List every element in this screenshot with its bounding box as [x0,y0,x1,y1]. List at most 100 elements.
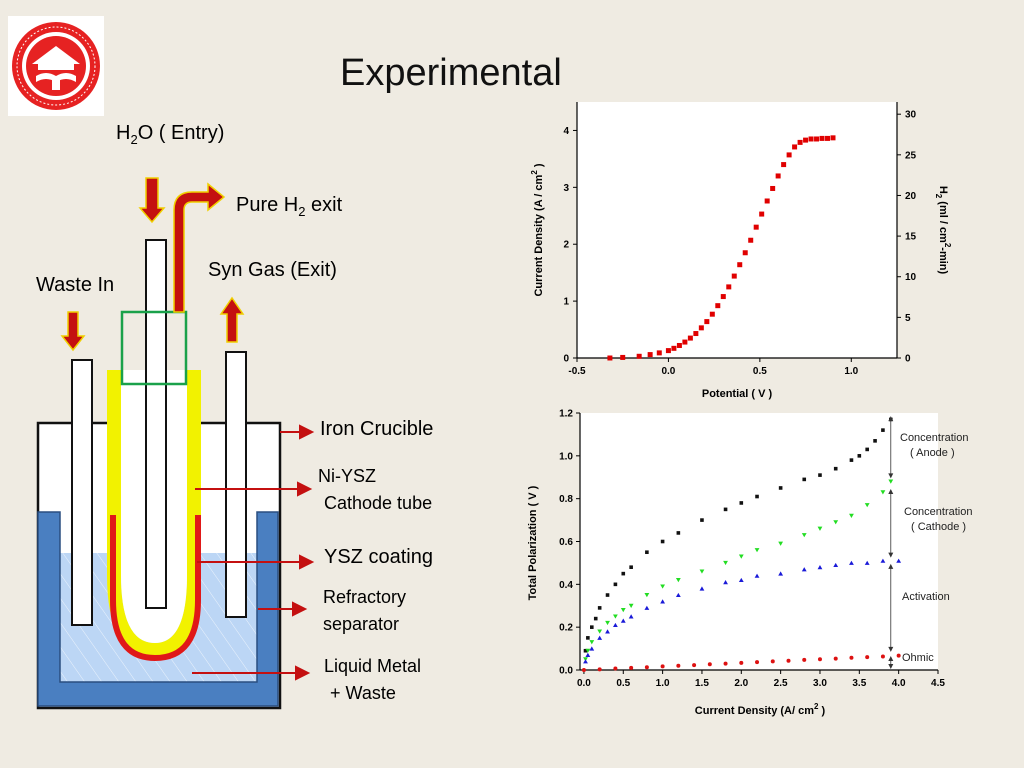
chart2-xtick-label: 0.5 [616,678,630,689]
chart2-point [700,518,704,522]
chart2-point [833,466,838,471]
chart2-point [888,479,894,484]
chart2-xtick-label: 3.0 [813,678,827,689]
chart2-point [778,541,784,546]
chart2-point [817,565,823,570]
label-h2o-entry: H2O ( Entry) [116,122,225,147]
chart2-point [857,454,862,458]
chart1-y2tick-label: 20 [905,191,917,202]
label-iron-crucible: Iron Crucible [320,418,434,440]
chart1-point [731,273,737,279]
chart1-point [671,345,677,351]
label-pure-h2-exit: Pure H2 exit [236,194,343,219]
chart1-point [682,339,688,345]
h2o-entry-arrow [138,177,166,224]
chart-current-vs-potential: -0.5 0.0 0.5 1.0 0 1 2 3 4 0 5 10 15 20 25 30 Potential… [530,102,952,400]
chart2-point [739,501,744,505]
chart2-point [699,569,705,574]
chart2-ytick-label: 0.8 [559,494,573,505]
chart2-xtick-label: 1.0 [656,678,670,689]
refractory-separator [37,511,279,707]
chart2-point [629,565,633,569]
chart2-point [589,640,595,645]
chart2-point [864,560,870,565]
chart2-point [621,571,626,576]
chart1-xtick-label: -0.5 [568,366,586,377]
chart2-point [707,662,712,667]
chart2-point [755,494,759,499]
chart2-xtick-label: 0.0 [577,678,591,689]
label-liquid-line2: + Waste [330,683,396,703]
chart1-ylabel-right: H2 (ml / cm2-min) [934,186,952,275]
chart2-point [849,458,854,462]
h2o-feed-tube [145,239,167,609]
chart1-y2tick-label: 30 [905,110,917,121]
chart1-point [830,135,836,141]
chart2-point [833,562,839,568]
chart2-ytick-label: 1.2 [559,409,573,420]
chart2-point [755,660,760,665]
chart2-point [802,657,807,662]
chart2-point [613,582,618,587]
label-syn-gas: Syn Gas (Exit) [208,259,337,281]
chart1-point [748,237,754,243]
chart2-point [738,577,744,583]
chart1-point [792,144,798,150]
chart2-point [873,439,877,443]
chart2-annotation-arrowhead [888,416,894,422]
chart2-point [644,605,650,610]
chart2-point [738,554,744,559]
chart2-annotation-label: Activation [902,591,950,603]
chart2-ytick-label: 0.0 [559,666,573,677]
chart2-ytick-label: 1.0 [559,451,573,462]
chart2-point [675,592,681,598]
chart2-point [880,558,886,563]
chart1-y2tick-label: 10 [905,272,917,283]
chart2-point [754,573,760,578]
chart2-point [585,648,591,653]
chart2-point [786,658,791,663]
chart2-point [865,655,870,660]
label-ysz-coating: YSZ coating [324,546,433,568]
chart2-point [605,593,610,597]
chart1-point [720,294,726,300]
chart1-point [737,262,743,268]
chart1-ytick-label: 4 [563,126,569,137]
chart2-point [597,635,603,640]
chart2-point [880,654,885,659]
chart2-point [676,663,681,668]
chart2-annotation-arrowhead [888,563,894,569]
chart2-point [778,571,784,576]
label-cathode-line1: Ni-YSZ [318,466,376,486]
chart2-point [849,655,854,660]
chart1-point [647,352,653,358]
chart2-point [597,606,602,610]
chart2-point [801,533,807,538]
chart1-point [797,139,803,145]
university-seal-icon [12,22,100,110]
label-cathode-line2: Cathode tube [324,493,433,513]
chart1-point [825,135,831,141]
chart2-xtick-label: 2.5 [774,678,788,689]
chart2-point [590,625,594,629]
chart1-point [656,350,662,356]
apparatus-diagram [36,177,315,710]
label-refractory-line1: Refractory [323,587,407,607]
chart2-xtick-label: 1.5 [695,678,709,689]
chart2-point [818,473,822,477]
chart2-point [613,666,618,671]
chart1-point [808,136,814,142]
syn-gas-arrow [219,296,245,343]
chart2-plot-area [580,413,938,670]
chart2-point [896,653,901,658]
chart1-y2tick-label: 0 [905,354,911,365]
chart1-ytick-label: 3 [563,183,569,194]
chart2-point [583,648,588,653]
chart1-ytick-label: 0 [563,354,569,365]
chart2-annotation-label: Ohmic [902,652,934,664]
chart2-point [675,578,681,583]
chart1-point [698,325,704,331]
chart1-point [620,354,626,360]
chart2-point [660,539,665,544]
chart1-y2tick-label: 25 [905,150,917,161]
